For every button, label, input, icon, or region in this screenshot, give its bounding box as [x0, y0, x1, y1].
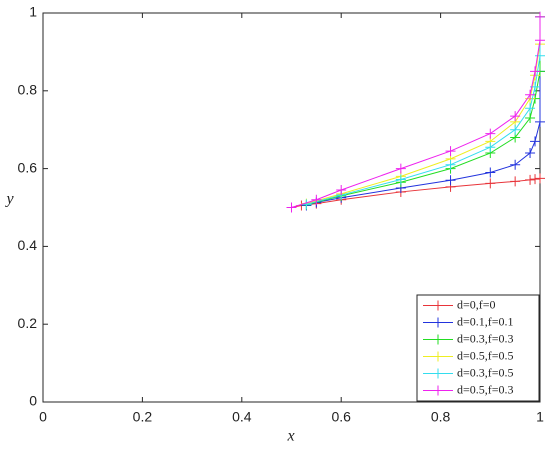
marker	[525, 148, 536, 159]
marker	[525, 174, 536, 185]
legend-marker	[433, 385, 443, 396]
marker	[535, 50, 545, 61]
y-tick-label: 0.2	[18, 315, 38, 331]
y-axis-label: y	[4, 191, 14, 208]
marker	[525, 113, 536, 124]
marker	[535, 116, 545, 127]
legend-label: d=0.3,f=0.5	[457, 365, 514, 379]
legend-label: d=0.1,f=0.1	[457, 314, 514, 328]
marker	[530, 66, 541, 77]
legend-marker	[433, 368, 443, 379]
x-tick-label: 0.4	[232, 409, 252, 425]
x-tick-label: 0.2	[133, 409, 153, 425]
x-axis-label: x	[286, 428, 294, 445]
marker	[395, 163, 406, 174]
x-tick-label: 0.6	[331, 409, 351, 425]
marker	[485, 128, 496, 139]
marker	[445, 159, 456, 170]
legend-label: d=0.5,f=0.3	[457, 382, 514, 396]
legend-label: d=0,f=0	[457, 297, 496, 311]
series-line	[306, 16, 541, 207]
marker	[510, 124, 521, 135]
marker	[286, 202, 297, 213]
x-tick-label: 0.8	[431, 409, 451, 425]
marker	[530, 174, 541, 185]
x-tick-label: 0	[39, 409, 47, 425]
marker	[445, 175, 456, 186]
x-tick-label: 1	[536, 409, 544, 425]
y-tick-label: 0.4	[18, 237, 38, 253]
legend-marker	[433, 334, 443, 345]
y-tick-label: 0	[29, 393, 37, 409]
marker	[510, 111, 521, 122]
marker	[530, 136, 541, 147]
series-line	[306, 16, 541, 205]
marker	[445, 146, 456, 157]
marker	[535, 35, 545, 46]
marker	[485, 142, 496, 153]
series-line	[306, 16, 541, 206]
legend-marker	[433, 317, 443, 328]
legend-marker	[433, 300, 443, 311]
legend-label: d=0.5,f=0.5	[457, 348, 514, 362]
marker	[510, 159, 521, 170]
marker	[485, 178, 496, 189]
marker	[510, 176, 521, 187]
legend-box	[416, 294, 540, 402]
y-tick-label: 0.8	[18, 82, 38, 98]
marker	[395, 174, 406, 185]
marker	[311, 194, 322, 205]
marker	[535, 173, 545, 184]
y-tick-label: 0.6	[18, 159, 38, 175]
y-tick-label: 1	[29, 4, 37, 20]
marker	[535, 11, 545, 22]
legend-label: d=0.3,f=0.3	[457, 331, 514, 345]
marker	[525, 103, 536, 114]
marker	[336, 184, 347, 195]
marker	[485, 167, 496, 178]
marker	[525, 89, 536, 100]
legend-marker	[433, 351, 443, 362]
